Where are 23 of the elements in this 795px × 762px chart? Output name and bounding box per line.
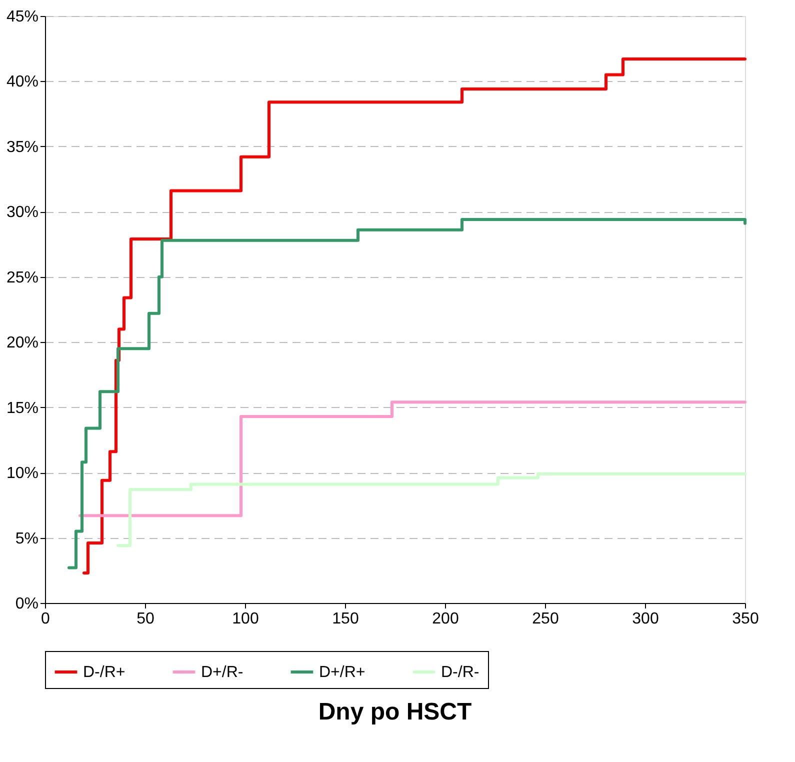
y-tick-label: 25% xyxy=(6,269,38,286)
x-tick-label: 200 xyxy=(432,610,459,628)
y-tick-label: 10% xyxy=(6,465,38,482)
x-tick-label: 0 xyxy=(41,610,50,628)
y-tick-label: 40% xyxy=(6,74,38,91)
y-tick-label: 0% xyxy=(15,596,38,612)
y-tick-label: 20% xyxy=(6,334,38,352)
x-tick-label: 250 xyxy=(532,610,559,628)
x-tick-label: 300 xyxy=(632,610,659,628)
legend-label: D+/R+ xyxy=(319,664,366,681)
y-tick-label: 5% xyxy=(15,530,38,548)
y-tick-label: 35% xyxy=(6,138,38,156)
legend-label: D-/R- xyxy=(441,664,480,681)
x-tick-label: 100 xyxy=(232,610,259,628)
x-tick-label: 50 xyxy=(136,610,154,628)
y-tick-label: 30% xyxy=(6,204,38,222)
legend-label: D+/R- xyxy=(201,664,244,681)
legend-label: D-/R+ xyxy=(83,664,126,681)
x-tick-label: 350 xyxy=(732,610,759,628)
y-tick-label: 15% xyxy=(6,400,38,417)
x-tick-label: 150 xyxy=(332,610,359,628)
y-tick-label: 45% xyxy=(6,8,38,26)
x-axis-title: Dny po HSCT xyxy=(318,698,472,726)
